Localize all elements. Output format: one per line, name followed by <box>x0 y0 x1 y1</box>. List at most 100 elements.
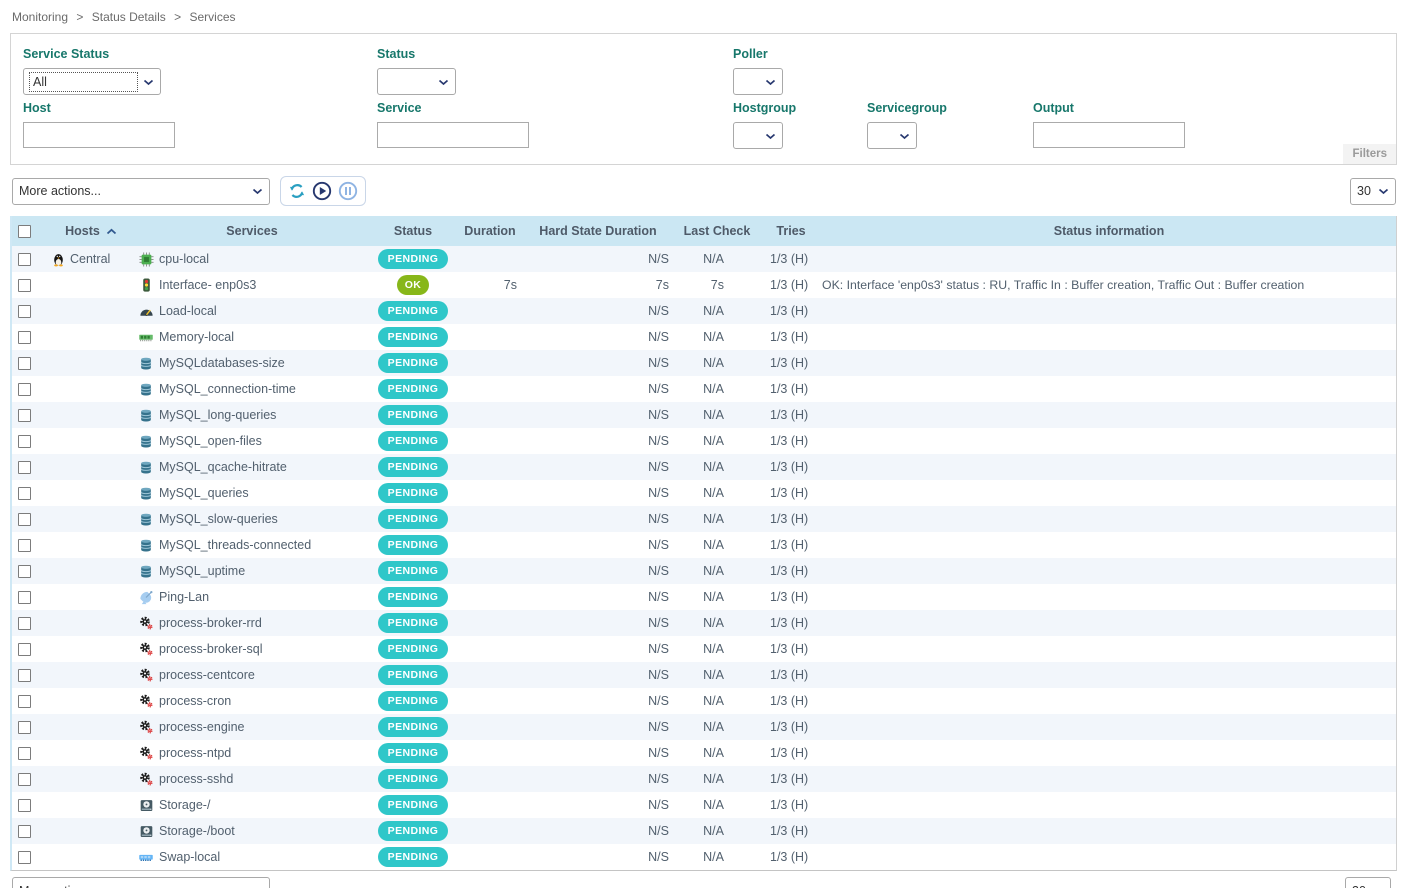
servicegroup-label: Servicegroup <box>867 101 917 115</box>
page-size-select-bottom[interactable]: 30 <box>1345 877 1391 888</box>
header-hard-state-duration[interactable]: Hard State Duration <box>522 224 674 238</box>
header-status[interactable]: Status <box>368 224 458 238</box>
header-last-check[interactable]: Last Check <box>674 224 760 238</box>
poller-select[interactable] <box>733 68 783 95</box>
header-status-information[interactable]: Status information <box>822 224 1396 238</box>
service-status-select[interactable]: All <box>23 68 161 95</box>
row-checkbox[interactable] <box>18 851 31 864</box>
service-link[interactable]: process-ntpd <box>159 746 231 760</box>
database-icon <box>138 433 154 449</box>
row-checkbox[interactable] <box>18 643 31 656</box>
service-link[interactable]: MySQL_slow-queries <box>159 512 278 526</box>
service-input[interactable] <box>377 122 529 148</box>
service-link[interactable]: MySQL_long-queries <box>159 408 276 422</box>
service-link[interactable]: process-broker-sql <box>159 642 263 656</box>
service-link[interactable]: Interface- enp0s3 <box>159 278 256 292</box>
last-check-value: N/A <box>674 304 760 318</box>
host-link[interactable]: Central <box>70 252 110 266</box>
header-hosts-label: Hosts <box>65 224 100 238</box>
row-checkbox[interactable] <box>18 721 31 734</box>
servicegroup-select[interactable] <box>867 122 917 149</box>
row-checkbox[interactable] <box>18 305 31 318</box>
satellite-icon <box>138 589 154 605</box>
service-link[interactable]: process-sshd <box>159 772 233 786</box>
gauge-icon <box>138 303 154 319</box>
table-row: Load-localPENDINGN/SN/A1/3 (H) <box>12 298 1396 324</box>
breadcrumb-status-details[interactable]: Status Details <box>92 10 166 24</box>
status-badge: PENDING <box>378 379 449 399</box>
status-badge: PENDING <box>378 457 449 477</box>
row-checkbox[interactable] <box>18 825 31 838</box>
breadcrumb-monitoring[interactable]: Monitoring <box>12 10 68 24</box>
status-label: Status <box>377 47 456 61</box>
service-link[interactable]: MySQL_queries <box>159 486 249 500</box>
service-link[interactable]: Storage-/boot <box>159 824 235 838</box>
row-checkbox[interactable] <box>18 331 31 344</box>
header-services[interactable]: Services <box>136 224 368 238</box>
hostgroup-select[interactable] <box>733 122 783 149</box>
hard-state-duration-value: N/S <box>522 538 674 552</box>
row-checkbox[interactable] <box>18 565 31 578</box>
tries-value: 1/3 (H) <box>760 616 822 630</box>
play-icon[interactable] <box>312 181 332 201</box>
page-size-select[interactable]: 30 <box>1350 178 1396 205</box>
service-link[interactable]: MySQL_uptime <box>159 564 245 578</box>
row-checkbox[interactable] <box>18 773 31 786</box>
row-checkbox[interactable] <box>18 409 31 422</box>
page-size-value: 30 <box>1357 184 1378 198</box>
select-all-checkbox[interactable] <box>18 225 31 238</box>
service-link[interactable]: MySQL_connection-time <box>159 382 296 396</box>
row-checkbox[interactable] <box>18 461 31 474</box>
service-link[interactable]: MySQL_qcache-hitrate <box>159 460 287 474</box>
row-checkbox[interactable] <box>18 591 31 604</box>
more-actions-value: More actions... <box>19 184 252 198</box>
service-link[interactable]: MySQL_threads-connected <box>159 538 311 552</box>
service-link[interactable]: Load-local <box>159 304 217 318</box>
service-link[interactable]: MySQLdatabases-size <box>159 356 285 370</box>
host-input[interactable] <box>23 122 175 148</box>
row-checkbox[interactable] <box>18 435 31 448</box>
more-actions-select-bottom[interactable]: More actions... <box>12 877 270 888</box>
output-input[interactable] <box>1033 122 1185 148</box>
row-checkbox[interactable] <box>18 279 31 292</box>
header-duration[interactable]: Duration <box>458 224 522 238</box>
header-tries[interactable]: Tries <box>760 224 822 238</box>
row-checkbox[interactable] <box>18 513 31 526</box>
hard-state-duration-value: N/S <box>522 850 674 864</box>
refresh-icon[interactable] <box>288 182 306 200</box>
row-checkbox[interactable] <box>18 669 31 682</box>
filters-tab[interactable]: Filters <box>1343 144 1396 164</box>
service-link[interactable]: Swap-local <box>159 850 220 864</box>
more-actions-select[interactable]: More actions... <box>12 178 270 205</box>
service-link[interactable]: Ping-Lan <box>159 590 209 604</box>
service-link[interactable]: process-engine <box>159 720 244 734</box>
tries-value: 1/3 (H) <box>760 850 822 864</box>
row-checkbox[interactable] <box>18 253 31 266</box>
row-checkbox[interactable] <box>18 799 31 812</box>
service-link[interactable]: process-centcore <box>159 668 255 682</box>
row-checkbox[interactable] <box>18 487 31 500</box>
status-select[interactable] <box>377 68 456 95</box>
disk-icon <box>138 823 154 839</box>
service-link[interactable]: MySQL_open-files <box>159 434 262 448</box>
tries-value: 1/3 (H) <box>760 330 822 344</box>
service-link[interactable]: process-broker-rrd <box>159 616 262 630</box>
service-link[interactable]: process-cron <box>159 694 231 708</box>
last-check-value: N/A <box>674 564 760 578</box>
row-checkbox[interactable] <box>18 747 31 760</box>
status-badge: PENDING <box>378 613 449 633</box>
last-check-value: N/A <box>674 668 760 682</box>
row-checkbox[interactable] <box>18 617 31 630</box>
last-check-value: N/A <box>674 408 760 422</box>
row-checkbox[interactable] <box>18 383 31 396</box>
row-checkbox[interactable] <box>18 357 31 370</box>
last-check-value: N/A <box>674 330 760 344</box>
row-checkbox[interactable] <box>18 695 31 708</box>
header-hosts[interactable]: Hosts <box>46 224 136 238</box>
row-checkbox[interactable] <box>18 539 31 552</box>
service-link[interactable]: Memory-local <box>159 330 234 344</box>
breadcrumb-services[interactable]: Services <box>189 10 235 24</box>
service-link[interactable]: Storage-/ <box>159 798 210 812</box>
pause-icon[interactable] <box>338 181 358 201</box>
service-link[interactable]: cpu-local <box>159 252 209 266</box>
